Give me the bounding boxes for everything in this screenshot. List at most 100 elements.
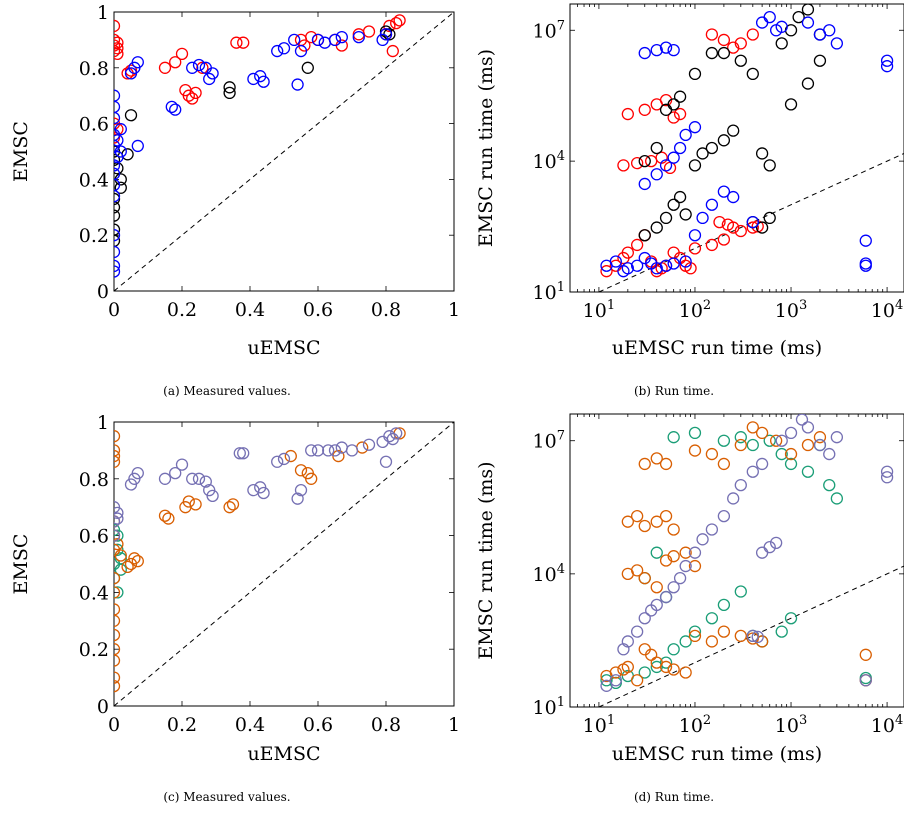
data-point — [673, 190, 687, 204]
data-point — [114, 178, 121, 192]
data-point — [679, 546, 692, 559]
data-point — [114, 654, 121, 667]
data-point — [199, 475, 212, 488]
data-point — [755, 16, 769, 29]
data-point — [645, 154, 658, 168]
data-point — [650, 141, 663, 155]
tick-label: 107 — [533, 429, 565, 453]
tick-label-exponent: 1 — [607, 298, 615, 313]
y-axis-title: EMSC run time (ms) — [475, 461, 497, 659]
data-point — [182, 89, 195, 102]
tick-label: 0.6 — [303, 299, 333, 321]
data-point — [650, 581, 663, 594]
data-point — [727, 190, 740, 204]
data-point — [755, 457, 769, 471]
tick-label-exponent: 1 — [607, 713, 615, 728]
data-point — [830, 37, 844, 50]
chart-panel-c: 0 0.2 0.4 0.6 0.8 1 0 0.2 0.4 0.6 0.8 1 uEMSC EMSC (c)… — [10, 412, 460, 804]
data-point — [688, 629, 702, 643]
data-point — [114, 444, 121, 457]
data-point — [667, 663, 680, 676]
data-point — [294, 44, 308, 58]
data-point — [638, 572, 651, 585]
data-point — [880, 54, 894, 67]
tick-label: 102 — [679, 713, 711, 737]
data-point — [114, 44, 121, 58]
series-1 — [114, 25, 396, 247]
data-point — [734, 629, 747, 643]
data-point — [131, 555, 144, 568]
data-point — [630, 564, 644, 577]
data-point — [114, 111, 121, 125]
data-point — [638, 612, 651, 625]
data-point — [659, 554, 673, 567]
data-point — [638, 177, 651, 191]
tick-label-base: 10 — [679, 300, 703, 322]
data-point — [775, 20, 788, 33]
data-point — [114, 131, 121, 144]
tick-label: 0.2 — [79, 639, 109, 661]
tick-label: 104 — [533, 149, 565, 173]
plot-frame — [569, 413, 904, 708]
data-point — [717, 625, 731, 638]
data-point — [679, 635, 692, 648]
data-point — [688, 67, 702, 81]
data-point — [769, 434, 783, 447]
data-point — [390, 427, 403, 440]
data-point — [114, 572, 121, 585]
data-point — [114, 586, 121, 599]
data-point — [114, 643, 121, 656]
data-point — [301, 61, 314, 74]
data-point — [775, 625, 788, 638]
tick-label: 0 — [97, 696, 109, 718]
data-point — [650, 598, 663, 612]
series-2 — [600, 10, 894, 278]
data-point — [659, 590, 673, 604]
data-point — [169, 466, 182, 480]
data-point — [192, 472, 206, 485]
data-point — [734, 478, 747, 492]
plot-frame — [569, 3, 904, 293]
data-point — [305, 30, 318, 44]
y-axis-title: EMSC — [10, 121, 32, 182]
data-point — [667, 581, 680, 594]
tick-label-base: 10 — [871, 300, 895, 322]
data-point — [114, 19, 121, 33]
data-point — [114, 209, 121, 222]
data-point — [667, 431, 680, 444]
data-point — [114, 229, 121, 242]
data-point — [621, 660, 634, 674]
data-point — [630, 674, 644, 687]
data-point — [362, 25, 376, 38]
data-point — [114, 430, 121, 443]
data-point — [291, 492, 304, 505]
data-point — [617, 159, 630, 172]
data-point — [688, 121, 702, 134]
data-point — [746, 421, 759, 434]
data-point — [705, 46, 719, 60]
data-point — [734, 54, 747, 67]
data-point — [131, 56, 144, 69]
data-point — [638, 457, 651, 471]
data-point — [621, 107, 634, 121]
data-point — [727, 41, 740, 54]
data-point — [294, 464, 308, 477]
data-point — [131, 139, 144, 153]
data-point — [746, 215, 759, 229]
data-point — [376, 435, 389, 449]
tick-label-base: 10 — [533, 431, 557, 453]
data-point — [158, 509, 172, 522]
data-point — [775, 434, 788, 447]
tick-label: 0 — [108, 714, 120, 736]
data-point — [659, 93, 673, 107]
data-point — [679, 559, 692, 573]
data-point — [114, 223, 121, 236]
data-point — [717, 509, 731, 523]
tick-label-exponent: 4 — [557, 149, 565, 164]
series-0 — [114, 14, 406, 144]
data-point — [679, 255, 692, 268]
data-point — [114, 603, 121, 616]
tick-label: 0.4 — [235, 299, 265, 321]
